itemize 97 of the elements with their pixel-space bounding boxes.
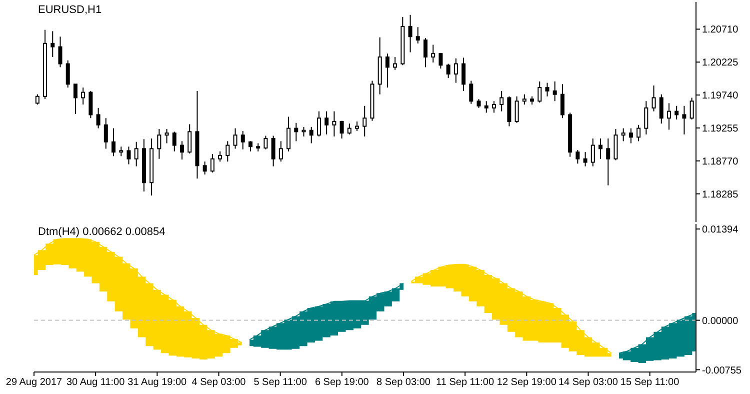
x-tick-label: 5 Sep 11:00 [254, 377, 308, 388]
candlestick [666, 102, 671, 130]
candlestick [324, 110, 329, 135]
candlestick [514, 96, 519, 124]
candlestick [628, 128, 633, 144]
candlestick [347, 123, 352, 135]
candlestick [188, 124, 192, 154]
candlestick [157, 128, 162, 160]
candlestick [583, 152, 588, 167]
candlestick [636, 124, 641, 142]
candlestick [302, 126, 306, 137]
candlestick [438, 52, 443, 70]
x-tick-label: 15 Sep 11:00 [620, 377, 680, 388]
candlestick [316, 110, 321, 137]
candlestick [674, 105, 679, 120]
candlestick [590, 138, 595, 167]
x-tick-label: 29 Aug 2017 [6, 377, 63, 388]
candlestick [355, 121, 360, 132]
candlestick [652, 85, 656, 112]
candlestick [446, 63, 450, 79]
candlestick [682, 105, 686, 135]
candlestick [362, 105, 367, 137]
candlestick [659, 94, 664, 124]
candlestick [621, 128, 626, 142]
candlestick [545, 82, 550, 97]
candlestick [538, 80, 542, 103]
candlestick [248, 140, 252, 152]
candlestick [469, 80, 474, 104]
candlestick [484, 100, 488, 114]
candlestick [416, 26, 420, 44]
candlestick [104, 118, 108, 150]
candlestick [35, 94, 40, 106]
y-tick-label: 1.20225 [702, 58, 739, 69]
y-tick-label: 1.18285 [702, 189, 739, 200]
candlestick [264, 135, 268, 150]
candlestick [50, 30, 55, 58]
candlestick [172, 131, 176, 152]
candlestick [644, 100, 648, 135]
y-tick-label: 0.00000 [702, 316, 739, 327]
candlestick [332, 110, 336, 137]
chart-title: Dtm(H4) 0.00662 0.00854 [38, 226, 166, 238]
candlestick [202, 161, 207, 175]
candlestick [507, 96, 512, 127]
x-tick-label: 31 Aug 19:00 [128, 377, 188, 388]
candlestick [112, 128, 116, 157]
candlestick [598, 138, 603, 160]
candlestick [522, 94, 526, 106]
candlestick [552, 80, 557, 102]
x-tick-label: 11 Sep 11:00 [436, 377, 495, 388]
candlestick [560, 84, 564, 119]
y-tick-label: 0.01394 [702, 224, 739, 236]
candlestick [58, 36, 62, 68]
candlestick [309, 126, 314, 144]
candlestick [119, 146, 124, 157]
y-tick-label: -0.00755 [702, 365, 742, 376]
chart-title: EURUSD,H1 [38, 4, 102, 16]
candlestick [385, 53, 390, 88]
candlestick [126, 146, 131, 165]
candlestick [606, 138, 610, 186]
candlestick [210, 154, 214, 173]
candlestick [576, 150, 580, 164]
candlestick [500, 90, 504, 112]
candlestick [423, 37, 428, 68]
candlestick [408, 14, 412, 53]
x-tick-label: 30 Aug 11:00 [66, 377, 126, 388]
y-tick-label: 1.18770 [702, 156, 739, 168]
x-tick-label: 4 Sep 03:00 [192, 377, 246, 388]
candlestick [233, 128, 238, 150]
x-tick-label: 6 Sep 19:00 [314, 377, 370, 388]
x-tick-label: 12 Sep 19:00 [496, 377, 557, 388]
x-tick-label: 8 Sep 03:00 [376, 377, 431, 388]
candlestick [240, 130, 245, 150]
candlestick [180, 140, 184, 160]
candlestick [454, 58, 458, 84]
candlestick [614, 128, 618, 161]
x-tick-label: 14 Sep 03:00 [558, 377, 618, 388]
candlestick [66, 60, 70, 88]
candlestick [462, 57, 466, 92]
candlestick [393, 56, 398, 70]
candlestick [294, 122, 298, 142]
candlestick [226, 140, 230, 162]
candlestick [134, 141, 138, 167]
candlestick [492, 100, 496, 114]
candlestick [431, 44, 436, 63]
candlestick [340, 120, 344, 139]
candlestick [271, 135, 276, 167]
candlestick [164, 128, 169, 144]
y-tick-label: 1.19740 [702, 90, 739, 102]
candlestick [96, 107, 100, 129]
candlestick [278, 140, 283, 162]
y-tick-label: 1.19255 [702, 124, 739, 135]
candlestick [286, 116, 291, 152]
candlestick [81, 87, 86, 106]
candlestick [88, 90, 93, 119]
candlestick [73, 84, 78, 115]
candlestick [218, 150, 222, 162]
y-tick-label: 1.20710 [702, 24, 739, 36]
